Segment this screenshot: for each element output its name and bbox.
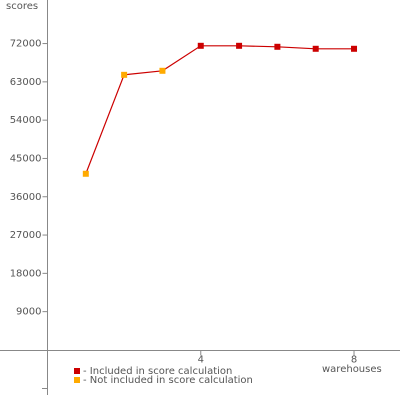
legend-label: - Not included in score calculation bbox=[83, 375, 253, 386]
data-point bbox=[351, 45, 358, 52]
y-tick-label: 45000 bbox=[10, 153, 42, 164]
x-tick-label: 4 bbox=[198, 355, 204, 366]
data-point bbox=[312, 45, 319, 52]
x-tick-label: 8 bbox=[351, 355, 357, 366]
data-point bbox=[159, 67, 166, 74]
y-tick-label: 54000 bbox=[10, 115, 42, 126]
y-tick-label: 27000 bbox=[10, 230, 42, 241]
x-axis-label: warehouses bbox=[322, 364, 382, 375]
data-line bbox=[85, 45, 355, 174]
legend-swatch bbox=[74, 377, 80, 383]
y-tick-label: 36000 bbox=[10, 192, 42, 203]
data-point bbox=[121, 71, 128, 78]
legend-label: - Included in score calculation bbox=[83, 366, 232, 377]
y-tick-label: 9000 bbox=[16, 307, 41, 318]
y-tick-label: 72000 bbox=[10, 39, 42, 50]
data-point bbox=[197, 42, 204, 49]
y-axis-label: scores bbox=[6, 1, 38, 12]
y-tick-label: 18000 bbox=[10, 268, 42, 279]
data-point bbox=[82, 170, 89, 177]
data-point bbox=[236, 42, 243, 49]
legend-swatch bbox=[74, 368, 80, 374]
data-point bbox=[274, 43, 281, 50]
y-tick-label: 63000 bbox=[10, 77, 42, 88]
